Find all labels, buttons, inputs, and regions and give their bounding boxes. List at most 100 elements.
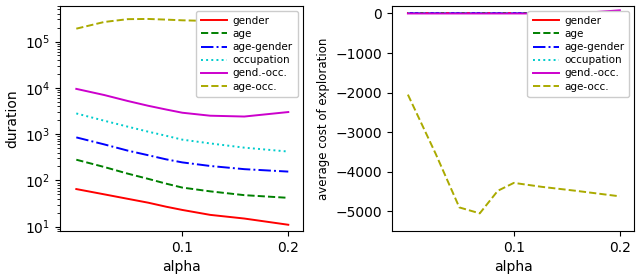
- age-gender: [179, 161, 186, 164]
- gend.-occ.: [124, 99, 132, 103]
- gend.-occ.: [72, 87, 80, 90]
- occupation: [404, 12, 412, 15]
- gend.-occ.: [616, 9, 624, 12]
- age-occ.: [510, 181, 518, 185]
- Line: gend.-occ.: gend.-occ.: [76, 89, 288, 116]
- gender: [456, 12, 463, 15]
- age: [179, 186, 186, 189]
- age-occ.: [616, 195, 624, 198]
- Line: age: age: [76, 160, 288, 198]
- gender: [538, 12, 545, 15]
- Line: age-gender: age-gender: [76, 137, 288, 172]
- occupation: [284, 150, 292, 153]
- age: [206, 190, 214, 193]
- age-gender: [241, 167, 248, 171]
- age-occ.: [494, 189, 502, 192]
- age-gender: [476, 12, 484, 15]
- occupation: [616, 12, 624, 15]
- Line: gend.-occ.: gend.-occ.: [408, 10, 620, 13]
- age-occ.: [456, 206, 463, 209]
- Line: age-occ.: age-occ.: [76, 19, 288, 29]
- Line: occupation: occupation: [76, 113, 288, 151]
- age-gender: [494, 12, 502, 15]
- age-occ.: [163, 18, 170, 21]
- age-gender: [206, 164, 214, 168]
- age-gender: [404, 12, 412, 15]
- occupation: [72, 112, 80, 115]
- age-occ.: [241, 20, 248, 23]
- age-gender: [284, 170, 292, 173]
- gend.-occ.: [538, 12, 545, 15]
- gend.-occ.: [241, 115, 248, 118]
- age: [284, 196, 292, 200]
- gend.-occ.: [206, 114, 214, 117]
- age-gender: [145, 153, 152, 157]
- gender: [124, 197, 132, 200]
- Line: age-occ.: age-occ.: [408, 95, 620, 213]
- gend.-occ.: [432, 12, 440, 15]
- age-gender: [616, 12, 624, 15]
- gender: [432, 12, 440, 15]
- occupation: [538, 12, 545, 15]
- age-occ.: [145, 17, 152, 21]
- gend.-occ.: [100, 93, 108, 97]
- age: [432, 12, 440, 15]
- age: [100, 165, 108, 169]
- age-gender: [538, 12, 545, 15]
- occupation: [206, 142, 214, 145]
- Y-axis label: average cost of exploration: average cost of exploration: [317, 37, 330, 200]
- occupation: [432, 12, 440, 15]
- age: [476, 12, 484, 15]
- occupation: [179, 138, 186, 141]
- age-occ.: [179, 19, 186, 22]
- age: [145, 177, 152, 181]
- age-occ.: [206, 19, 214, 23]
- age: [456, 12, 463, 15]
- gender: [145, 201, 152, 204]
- gender: [100, 193, 108, 196]
- age-gender: [124, 149, 132, 152]
- age: [124, 172, 132, 175]
- gend.-occ.: [145, 104, 152, 108]
- occupation: [100, 119, 108, 122]
- age-occ.: [572, 189, 580, 192]
- age: [572, 12, 580, 15]
- gender: [510, 12, 518, 15]
- age: [616, 12, 624, 15]
- occupation: [124, 125, 132, 128]
- gend.-occ.: [179, 111, 186, 115]
- gender: [572, 12, 580, 15]
- age-gender: [456, 12, 463, 15]
- gender: [494, 12, 502, 15]
- occupation: [456, 12, 463, 15]
- occupation: [241, 146, 248, 149]
- occupation: [510, 12, 518, 15]
- gender: [476, 12, 484, 15]
- gend.-occ.: [572, 12, 580, 15]
- age-gender: [163, 158, 170, 161]
- occupation: [476, 12, 484, 15]
- age-occ.: [284, 20, 292, 23]
- age: [538, 12, 545, 15]
- age-gender: [100, 143, 108, 146]
- age-occ.: [124, 17, 132, 21]
- gender: [284, 223, 292, 227]
- age: [163, 182, 170, 185]
- age: [494, 12, 502, 15]
- gend.-occ.: [476, 12, 484, 15]
- age-occ.: [404, 93, 412, 96]
- Legend: gender, age, age-gender, occupation, gend.-occ., age-occ.: gender, age, age-gender, occupation, gen…: [527, 11, 629, 97]
- age: [72, 158, 80, 161]
- age-gender: [510, 12, 518, 15]
- gend.-occ.: [494, 12, 502, 15]
- age: [510, 12, 518, 15]
- Legend: gender, age, age-gender, occupation, gend.-occ., age-occ.: gender, age, age-gender, occupation, gen…: [196, 11, 298, 97]
- gend.-occ.: [284, 110, 292, 114]
- age-gender: [72, 136, 80, 139]
- age-occ.: [72, 27, 80, 30]
- Y-axis label: duration: duration: [6, 89, 20, 148]
- occupation: [572, 12, 580, 15]
- gender: [404, 12, 412, 15]
- age-occ.: [432, 152, 440, 156]
- age-gender: [432, 12, 440, 15]
